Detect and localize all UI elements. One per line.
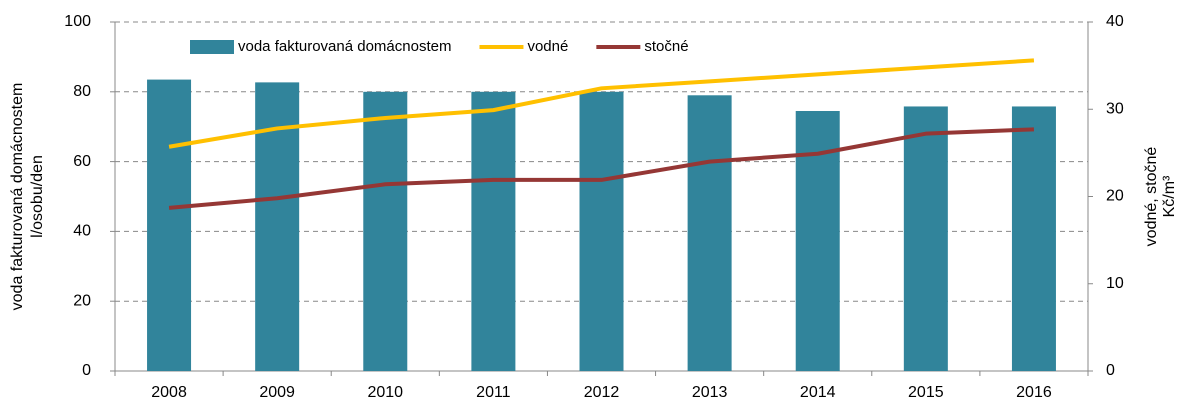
- y-tick-label: 0: [82, 362, 91, 379]
- y2-tick-label: 0: [1106, 362, 1115, 379]
- y2-tick-label: 20: [1106, 188, 1124, 205]
- y2-axis-title: Kč/m³: [1161, 175, 1178, 217]
- legend-item: stočné: [596, 38, 689, 55]
- y2-tick-label: 40: [1106, 13, 1124, 30]
- bar: [903, 106, 948, 371]
- legend-label: voda fakturovaná domácnostem: [238, 38, 451, 55]
- bar: [471, 91, 516, 372]
- x-tick-label: 2013: [692, 384, 728, 401]
- y-axis-title: l/osobu/den: [29, 155, 46, 238]
- x-tick-label: 2015: [908, 384, 944, 401]
- bar: [147, 79, 192, 372]
- x-tick-label: 2011: [476, 384, 511, 401]
- y-tick-label: 100: [64, 13, 91, 30]
- bar: [579, 91, 624, 372]
- y2-tick-label: 10: [1106, 275, 1124, 292]
- y-tick-label: 20: [73, 292, 91, 309]
- legend-label: vodné: [527, 38, 568, 55]
- line: [168, 127, 1035, 210]
- bar: [687, 95, 732, 371]
- legend-swatch: [190, 40, 234, 54]
- y2-axis-title: vodné, stočné: [1143, 147, 1160, 247]
- y-tick-label: 60: [73, 153, 91, 170]
- line: [168, 58, 1035, 149]
- legend-item: voda fakturovaná domácnostem: [190, 38, 451, 55]
- bar: [363, 91, 408, 372]
- legend-label: stočné: [644, 38, 688, 55]
- y-axis-title: voda fakturovaná domácnostem: [9, 83, 26, 311]
- x-tick-label: 2014: [800, 384, 836, 401]
- x-tick-label: 2009: [259, 384, 295, 401]
- x-tick-label: 2008: [151, 384, 187, 401]
- legend-item: vodné: [479, 38, 568, 55]
- x-tick-label: 2016: [1016, 384, 1052, 401]
- y2-tick-label: 30: [1106, 100, 1124, 117]
- y-tick-label: 80: [73, 83, 91, 100]
- x-tick-label: 2010: [367, 384, 403, 401]
- bar: [1011, 106, 1056, 371]
- x-tick-label: 2012: [584, 384, 620, 401]
- y-tick-label: 40: [73, 223, 91, 240]
